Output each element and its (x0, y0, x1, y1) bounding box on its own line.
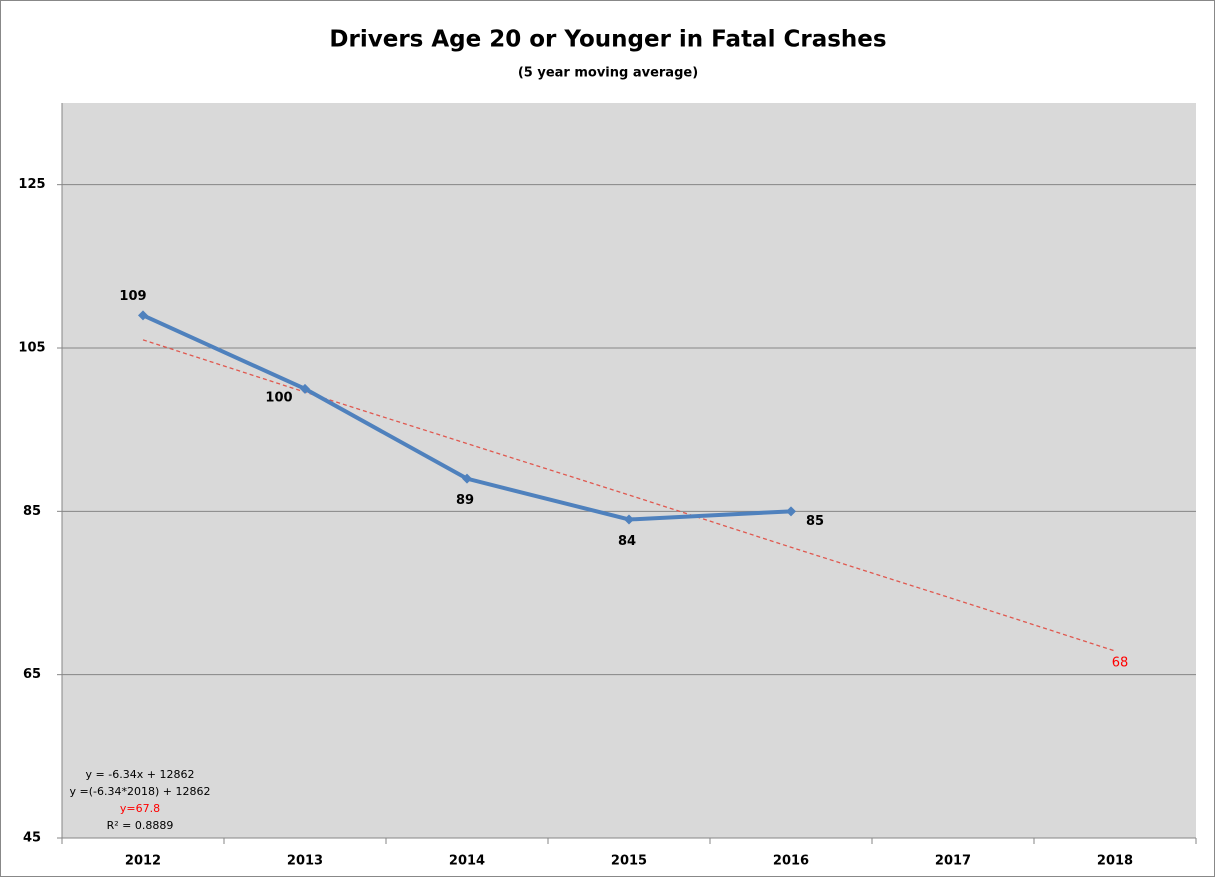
plot-area (62, 103, 1196, 838)
y-tick-label: 45 (23, 831, 41, 846)
marker (138, 310, 148, 321)
annotation: y =(-6.34*2018) + 12862 (70, 785, 211, 798)
data-label: 109 (119, 289, 146, 304)
x-tick-label: 2015 (611, 854, 647, 869)
annotation: y=67.8 (120, 802, 160, 815)
x-tick-label: 2017 (935, 854, 971, 869)
data-label: 85 (806, 514, 824, 529)
y-tick-label: 85 (23, 504, 41, 519)
y-tick-label: 105 (18, 341, 45, 356)
annotation: y = -6.34x + 12862 (86, 768, 195, 781)
x-tick-label: 2018 (1097, 854, 1133, 869)
data-label: 84 (618, 534, 636, 549)
data-label: 100 (265, 390, 292, 405)
chart-subtitle: (5 year moving average) (518, 66, 698, 81)
x-tick-label: 2014 (449, 854, 485, 869)
marker (462, 473, 472, 484)
y-tick-label: 125 (18, 177, 45, 192)
x-tick-label: 2013 (287, 854, 323, 869)
marker (786, 506, 796, 517)
data-label: 89 (456, 493, 474, 508)
y-tick-label: 65 (23, 667, 41, 682)
annotation: R² = 0.8889 (107, 819, 174, 832)
trend-label: 68 (1112, 655, 1129, 670)
marker (300, 383, 310, 394)
x-tick-label: 2016 (773, 854, 809, 869)
x-tick-label: 2012 (125, 854, 161, 869)
chart-title: Drivers Age 20 or Younger in Fatal Crash… (329, 27, 886, 53)
marker (624, 514, 634, 525)
